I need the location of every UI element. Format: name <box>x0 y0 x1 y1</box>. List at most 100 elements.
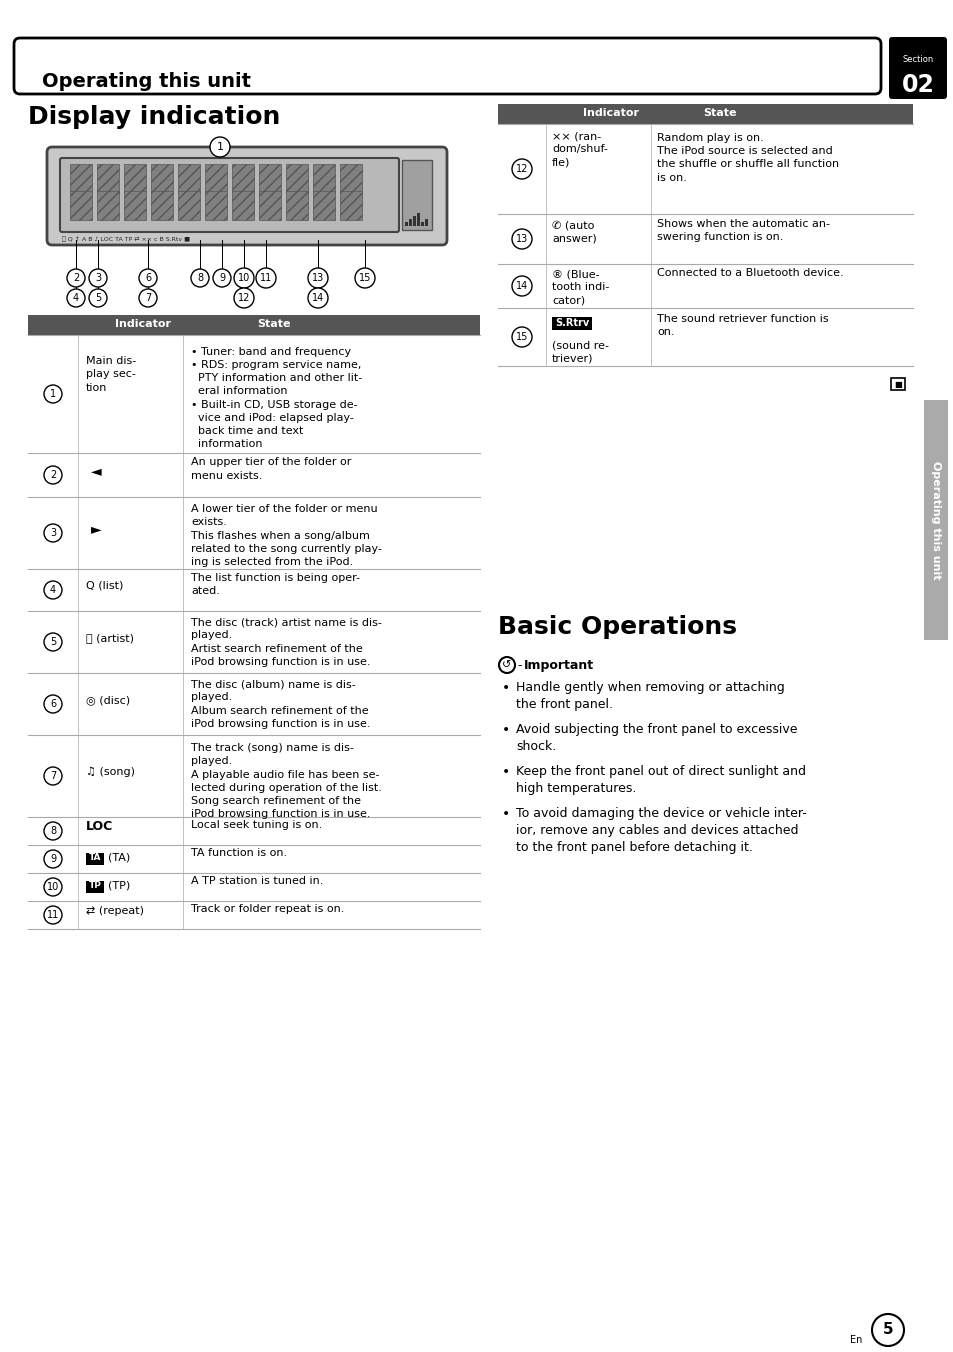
Text: •: • <box>501 681 510 695</box>
Text: ◎ (disc): ◎ (disc) <box>86 695 130 704</box>
Bar <box>86 853 104 865</box>
Circle shape <box>355 268 375 288</box>
Circle shape <box>139 289 157 307</box>
Bar <box>401 160 432 230</box>
Text: Keep the front panel out of direct sunlight and
high temperatures.: Keep the front panel out of direct sunli… <box>516 765 805 795</box>
Circle shape <box>512 160 532 178</box>
Text: TA: TA <box>89 853 101 863</box>
Bar <box>205 191 227 220</box>
Text: 2: 2 <box>50 470 56 480</box>
Text: 6: 6 <box>50 699 56 708</box>
Text: 13: 13 <box>516 234 528 243</box>
Bar <box>420 222 423 226</box>
Bar <box>124 191 146 220</box>
Text: 12: 12 <box>237 293 250 303</box>
Text: 3: 3 <box>95 273 101 283</box>
Text: (TA): (TA) <box>108 853 131 863</box>
Text: (sound re-
triever): (sound re- triever) <box>552 339 608 364</box>
Circle shape <box>89 289 107 307</box>
Text: • Tuner: band and frequency
• RDS: program service name,
  PTY information and o: • Tuner: band and frequency • RDS: progr… <box>191 347 362 449</box>
Circle shape <box>308 288 328 308</box>
Circle shape <box>233 288 253 308</box>
Text: The sound retriever function is
on.: The sound retriever function is on. <box>657 314 828 337</box>
Text: The track (song) name is dis-
played.
A playable audio file has been se-
lected : The track (song) name is dis- played. A … <box>191 744 381 819</box>
Circle shape <box>44 633 62 652</box>
Text: •: • <box>501 807 510 821</box>
Text: ⇄ (repeat): ⇄ (repeat) <box>86 906 144 917</box>
Text: 7: 7 <box>50 771 56 781</box>
Text: S.Rtrv: S.Rtrv <box>555 318 589 329</box>
Bar <box>890 379 904 389</box>
Bar <box>258 191 281 220</box>
Text: Q (list): Q (list) <box>86 581 123 591</box>
Bar <box>70 191 91 220</box>
Text: Shows when the automatic an-
swering function is on.: Shows when the automatic an- swering fun… <box>657 219 829 242</box>
Text: The disc (album) name is dis-
played.
Album search refinement of the
iPod browsi: The disc (album) name is dis- played. Al… <box>191 679 370 729</box>
Text: 5: 5 <box>94 293 101 303</box>
Text: TA function is on.: TA function is on. <box>191 848 287 857</box>
Circle shape <box>44 525 62 542</box>
Bar <box>178 191 200 220</box>
Text: 12: 12 <box>516 164 528 174</box>
Text: 1: 1 <box>50 389 56 399</box>
Text: The list function is being oper-
ated.: The list function is being oper- ated. <box>191 573 359 596</box>
Bar <box>232 164 253 193</box>
Text: 8: 8 <box>196 273 203 283</box>
Bar <box>86 882 104 894</box>
Bar <box>205 164 227 193</box>
Text: ✆ (auto
answer): ✆ (auto answer) <box>552 220 597 243</box>
Text: 15: 15 <box>516 333 528 342</box>
Text: En: En <box>849 1334 862 1345</box>
Text: State: State <box>257 319 291 329</box>
Text: ◄: ◄ <box>91 464 102 479</box>
Bar <box>97 191 119 220</box>
Circle shape <box>44 822 62 840</box>
Text: 2: 2 <box>72 273 79 283</box>
Bar <box>497 104 912 124</box>
Bar <box>923 400 947 639</box>
Text: Track or folder repeat is on.: Track or folder repeat is on. <box>191 903 344 914</box>
Circle shape <box>512 228 532 249</box>
Text: Random play is on.
The iPod source is selected and
the shuffle or shuffle all fu: Random play is on. The iPod source is se… <box>657 132 839 183</box>
Text: ® (Blue-
tooth indi-
cator): ® (Blue- tooth indi- cator) <box>552 269 609 306</box>
Circle shape <box>44 877 62 896</box>
Bar <box>178 164 200 193</box>
Text: ×× (ran-
dom/shuf-
fle): ×× (ran- dom/shuf- fle) <box>552 131 607 168</box>
Bar <box>232 191 253 220</box>
Text: The disc (track) artist name is dis-
played.
Artist search refinement of the
iPo: The disc (track) artist name is dis- pla… <box>191 618 381 667</box>
Circle shape <box>44 466 62 484</box>
Text: Local seek tuning is on.: Local seek tuning is on. <box>191 819 322 830</box>
Bar <box>413 216 416 226</box>
Circle shape <box>67 269 85 287</box>
Text: 11: 11 <box>47 910 59 919</box>
Circle shape <box>67 289 85 307</box>
Text: 4: 4 <box>72 293 79 303</box>
Bar <box>405 222 408 226</box>
Circle shape <box>233 268 253 288</box>
Text: Section: Section <box>902 55 933 64</box>
Bar <box>313 164 335 193</box>
Text: 7: 7 <box>145 293 151 303</box>
Text: Main dis-
play sec-
tion: Main dis- play sec- tion <box>86 356 136 392</box>
FancyBboxPatch shape <box>47 147 447 245</box>
Circle shape <box>512 327 532 347</box>
Circle shape <box>512 276 532 296</box>
Text: 9: 9 <box>218 273 225 283</box>
Text: 3: 3 <box>50 529 56 538</box>
Circle shape <box>210 137 230 157</box>
Text: -: - <box>517 658 526 672</box>
Text: LOC: LOC <box>86 821 113 833</box>
Bar <box>151 164 172 193</box>
Text: 5: 5 <box>882 1322 892 1337</box>
Text: A TP station is tuned in.: A TP station is tuned in. <box>191 876 323 886</box>
Text: 11: 11 <box>259 273 272 283</box>
Text: 10: 10 <box>47 882 59 892</box>
Circle shape <box>44 385 62 403</box>
Bar <box>151 191 172 220</box>
Text: ■: ■ <box>893 380 901 388</box>
Text: 14: 14 <box>516 281 528 291</box>
Circle shape <box>44 581 62 599</box>
Text: 02: 02 <box>901 73 933 97</box>
Text: An upper tier of the folder or
menu exists.: An upper tier of the folder or menu exis… <box>191 457 351 480</box>
Circle shape <box>871 1314 903 1347</box>
